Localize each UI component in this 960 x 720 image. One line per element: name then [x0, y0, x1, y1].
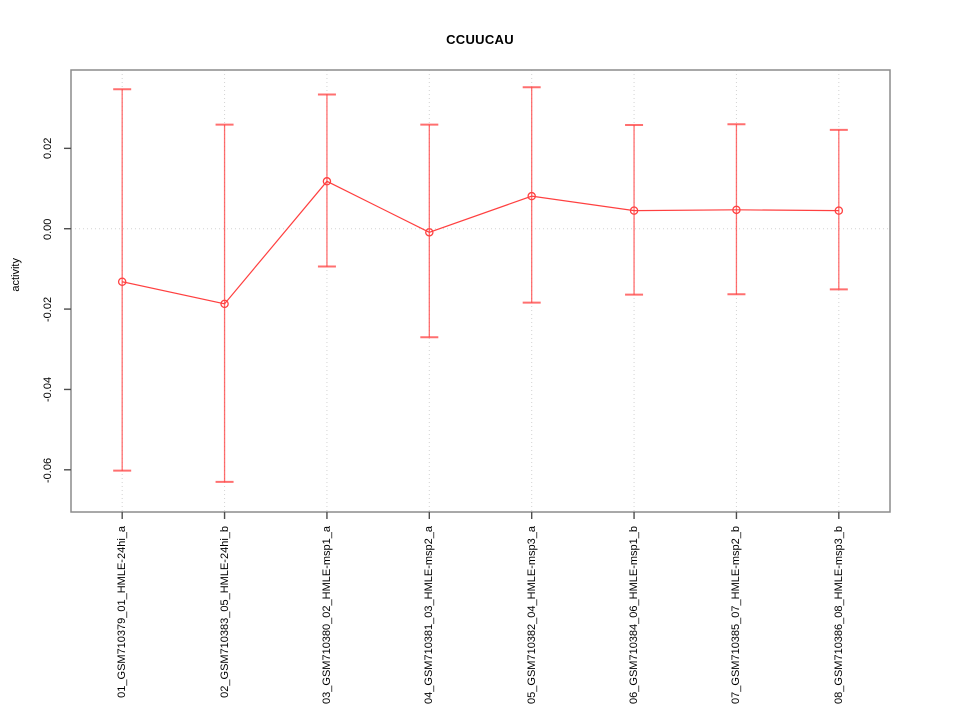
data-line-group	[122, 180, 839, 305]
x-tick-label: 02_GSM710383_05_HMLE-24hi_b	[218, 526, 231, 698]
y-tick-label: 0.02	[42, 137, 54, 160]
x-tick-label: 05_GSM710382_04_HMLE-msp3_a	[525, 526, 538, 704]
y-tick-label: 0.00	[42, 218, 54, 240]
data-point	[732, 205, 741, 215]
x-tick-label: 07_GSM710385_07_HMLE-msp2_b	[730, 526, 743, 704]
gridlines-group	[71, 70, 890, 512]
y-tick-label: -0.02	[42, 296, 54, 322]
axis-ticks-group	[64, 147, 840, 519]
x-tick-label: 06_GSM710384_06_HMLE-msp1_b	[628, 526, 641, 704]
chart-title: CCUUCAU	[446, 32, 514, 47]
y-tick-label: -0.04	[42, 376, 54, 402]
data-point	[629, 206, 639, 215]
data-point	[425, 228, 434, 237]
x-tick-label: 03_GSM710380_02_HMLE-msp1_a	[320, 526, 333, 704]
y-tick-label: -0.06	[42, 457, 54, 483]
x-tick-label: 04_GSM710381_03_HMLE-msp2_a	[423, 526, 436, 704]
data-points-group	[117, 177, 844, 309]
data-point	[834, 206, 844, 215]
data-point	[527, 191, 536, 201]
data-line	[122, 180, 839, 305]
data-point	[220, 299, 229, 309]
plot-frame	[70, 69, 891, 513]
errorbars-group	[113, 86, 848, 483]
data-point	[322, 177, 332, 186]
axis-frame-group	[70, 69, 891, 513]
x-tick-label: 01_GSM710379_01_HMLE-24hi_a	[116, 526, 129, 698]
x-tick-label: 08_GSM710386_08_HMLE-msp3_b	[832, 526, 845, 704]
data-point	[117, 277, 127, 287]
